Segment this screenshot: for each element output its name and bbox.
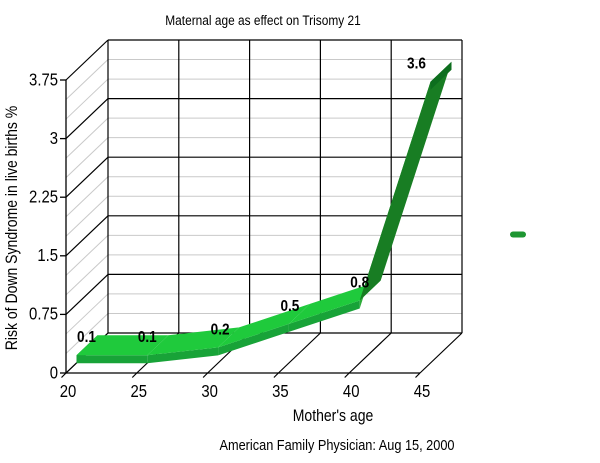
y-minor-wall-hatch: [65, 59, 109, 100]
x-tick-label: 45: [414, 382, 431, 401]
x-tick-label: 35: [272, 382, 289, 401]
y-minor-wall-hatch: [65, 254, 109, 296]
ribbon-top-segment: [147, 327, 240, 356]
x-tick-label: 30: [201, 382, 218, 401]
data-label: 0.2: [211, 321, 230, 338]
y-tick-label: 0: [50, 363, 58, 382]
data-label: 0.8: [350, 275, 369, 292]
y-major-wall-diagonal: [65, 273, 109, 315]
y-minor-wall-hatch: [65, 78, 109, 120]
chart-caption: American Family Physician: Aug 15, 2000: [219, 436, 454, 453]
y-major-wall-diagonal: [65, 156, 109, 198]
y-minor-wall-hatch: [65, 313, 109, 354]
data-label: 0.5: [280, 298, 299, 315]
data-label: 0.1: [77, 329, 96, 346]
y-tick-label: 1.5: [37, 246, 58, 265]
x-axis-title: Mother's age: [293, 407, 374, 425]
y-minor-wall-hatch: [65, 195, 109, 237]
ribbon-end-cap: [430, 61, 452, 90]
chart-title: Maternal age as effect on Trisomy 21: [165, 12, 360, 28]
x-tick-mark: [202, 372, 209, 378]
x-tick-mark: [344, 372, 350, 378]
y-minor-wall-hatch: [65, 137, 109, 179]
data-label: 0.1: [138, 329, 157, 346]
ribbon-top-segment: [359, 61, 452, 301]
ribbon-front-segment: [218, 323, 289, 356]
y-tick-label: 3: [50, 129, 58, 148]
x-tick-mark: [61, 372, 67, 378]
y-axis-title: Risk of Down Syndrome in live births %: [3, 105, 21, 350]
x-tick-label: 40: [343, 382, 360, 401]
ribbon-front-segment: [76, 355, 148, 364]
floor-diagonal: [419, 332, 463, 374]
y-tick-label: 2.25: [29, 187, 58, 206]
y-tick-label: 3.75: [29, 70, 58, 89]
plot-area: 0 0.75 1.5 2.25 3 3.75 20 25 30 35 40 45 0.1 0.1 0.2 0.…: [29, 39, 463, 401]
x-tick-mark: [131, 372, 138, 378]
floor-diagonal: [348, 332, 392, 374]
y-minor-wall-hatch: [65, 234, 109, 276]
x-tick-mark: [273, 372, 279, 378]
floor-diagonal: [277, 332, 321, 374]
x-tick-label: 20: [60, 382, 77, 401]
y-major-wall-diagonal: [65, 98, 109, 140]
y-minor-wall-hatch: [65, 117, 109, 159]
ribbon-front-segment: [288, 300, 360, 332]
y-major-wall-diagonal: [65, 215, 109, 257]
x-tick-mark: [415, 372, 421, 378]
ribbon-top-segment: [288, 280, 381, 324]
y-minor-wall-hatch: [65, 176, 109, 218]
legend-series-marker: [510, 231, 526, 238]
data-label: 3.6: [407, 56, 426, 73]
ribbon-top-segment: [218, 303, 310, 348]
ribbon-front-segment: [147, 347, 219, 364]
y-minor-wall-hatch: [65, 293, 109, 335]
ribbon-top-segment: [76, 335, 169, 356]
x-tick-label: 25: [131, 382, 148, 401]
y-tick-label: 0.75: [29, 305, 58, 324]
y-major-wall-diagonal: [65, 39, 109, 81]
